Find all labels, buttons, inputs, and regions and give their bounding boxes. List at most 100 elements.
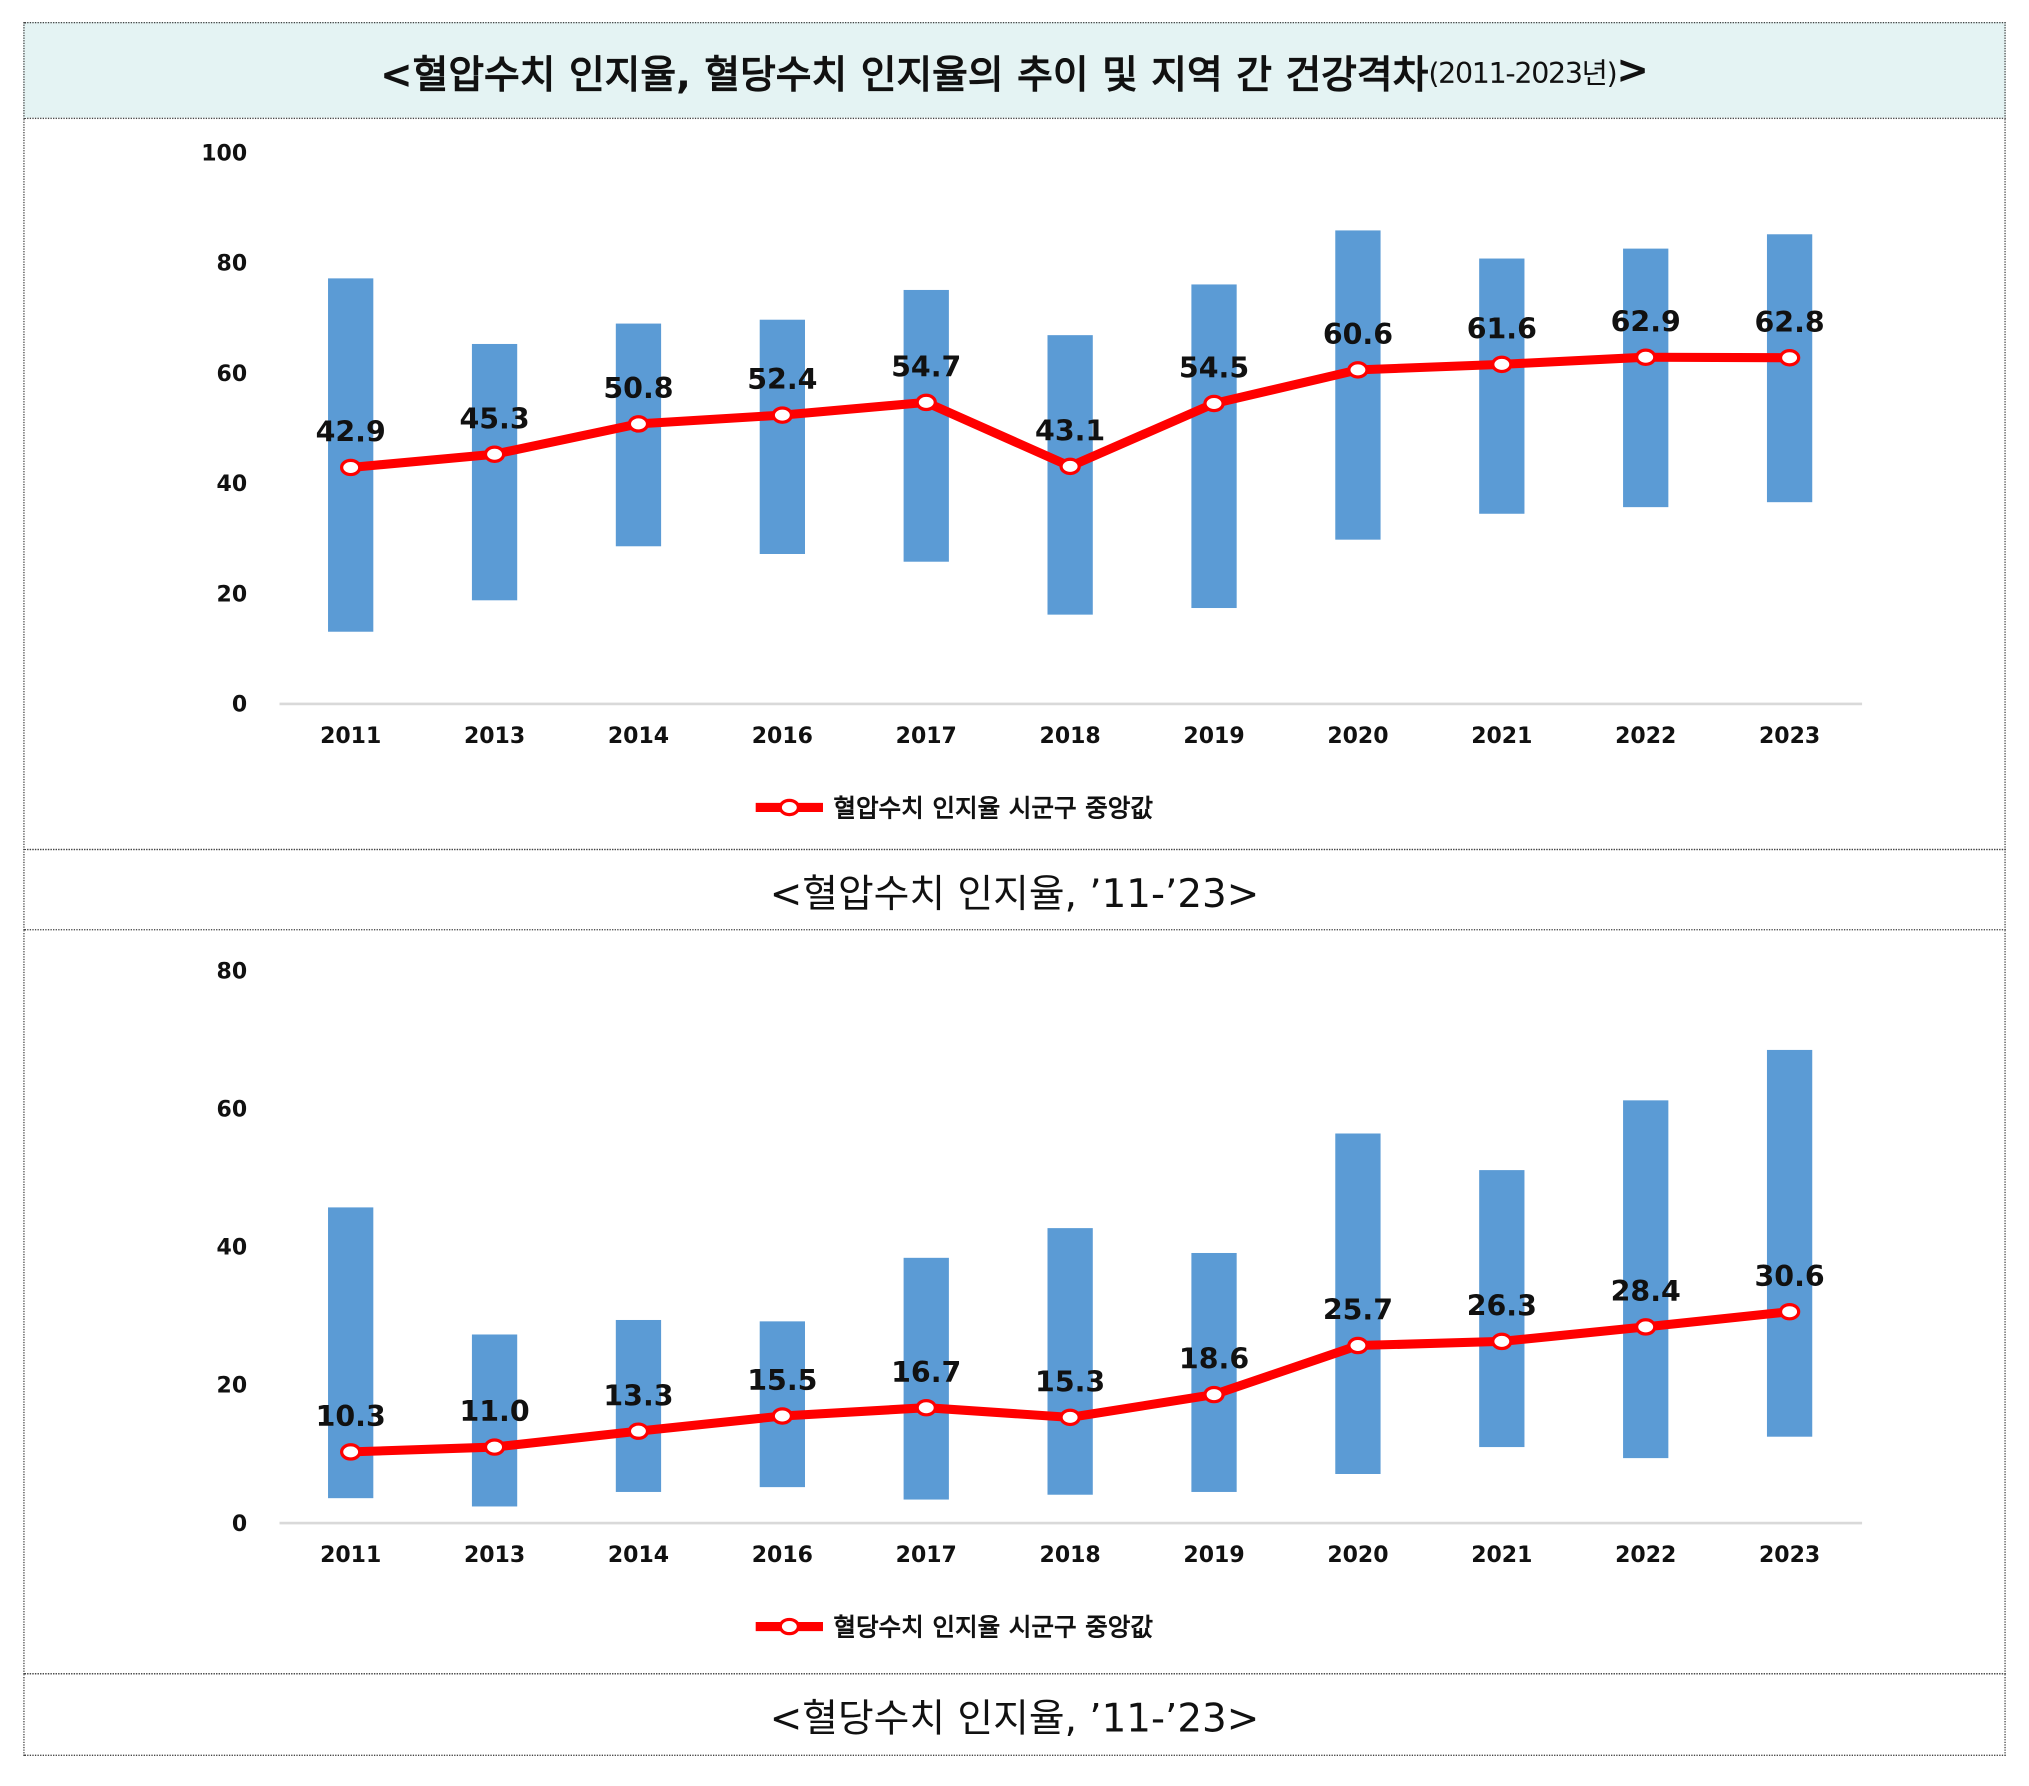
title-main: <혈압수치 인지율, 혈당수치 인지율의 추이 및 지역 간 건강격차 — [380, 52, 1429, 98]
range-bar — [903, 289, 949, 562]
x-tick-label: 2018 — [1040, 724, 1101, 749]
data-label: 28.4 — [1611, 1275, 1681, 1308]
title-close: > — [1616, 47, 1649, 94]
median-marker — [339, 1443, 362, 1461]
x-tick-label: 2013 — [464, 724, 525, 749]
range-bar — [1047, 1228, 1093, 1495]
y-tick-label: 60 — [217, 1097, 248, 1122]
y-tick-label: 0 — [232, 1512, 247, 1537]
legend-marker — [778, 1617, 801, 1636]
median-marker — [1491, 1332, 1513, 1351]
data-label: 62.8 — [1755, 306, 1825, 339]
data-label: 60.6 — [1323, 318, 1393, 351]
x-tick-label: 2021 — [1471, 724, 1532, 749]
range-bar — [1335, 1133, 1381, 1475]
median-marker — [1059, 1408, 1081, 1427]
x-tick-label: 2021 — [1471, 1543, 1532, 1568]
median-marker — [1778, 1302, 1801, 1321]
median-marker — [1059, 457, 1081, 476]
x-tick-label: 2023 — [1759, 1543, 1820, 1568]
figure-title: <혈압수치 인지율, 혈당수치 인지율의 추이 및 지역 간 건강격차 (2011… — [23, 21, 2006, 120]
range-bar — [471, 1334, 518, 1507]
range-bar — [1623, 248, 1669, 508]
median-marker — [1635, 1318, 1657, 1336]
data-label: 15.3 — [1035, 1365, 1105, 1398]
range-bar — [615, 1319, 662, 1492]
data-label: 54.7 — [891, 351, 961, 384]
data-label: 10.3 — [316, 1400, 386, 1433]
median-marker — [915, 1398, 937, 1417]
median-marker — [1347, 361, 1369, 379]
blood-sugar-chart: 0 20 40 60 80 2011 2013 2014 2016 2017 2018 2019 202… — [23, 929, 2006, 1675]
median-marker — [627, 1422, 650, 1440]
median-marker — [1203, 394, 1225, 413]
median-marker — [483, 445, 506, 463]
range-bar — [1335, 230, 1381, 540]
data-label: 61.6 — [1467, 312, 1537, 345]
median-marker — [1347, 1336, 1369, 1355]
y-tick-label: 20 — [217, 1374, 248, 1399]
legend-label: 혈압수치 인지율 시군구 중앙값 — [833, 794, 1153, 823]
x-tick-label: 2013 — [464, 1543, 525, 1568]
data-label: 18.6 — [1179, 1343, 1249, 1376]
median-marker — [483, 1438, 506, 1456]
range-bar — [759, 1321, 805, 1488]
x-tick-label: 2022 — [1615, 724, 1676, 749]
data-label: 54.5 — [1179, 352, 1249, 385]
blood-sugar-caption: <혈당수치 인지율, ’11-’23> — [23, 1673, 2006, 1756]
x-tick-label: 2014 — [608, 1543, 669, 1568]
blood-sugar-chart-svg: 0 20 40 60 80 2011 2013 2014 2016 2017 2018 2019 202… — [217, 959, 1863, 1642]
x-tick-label: 2016 — [752, 724, 813, 749]
median-marker — [915, 393, 937, 412]
x-tick-label: 2023 — [1759, 724, 1820, 749]
y-tick-label: 80 — [217, 252, 248, 277]
range-bar — [615, 323, 662, 547]
median-marker — [771, 406, 794, 424]
data-label: 30.6 — [1755, 1260, 1825, 1293]
title-years: (2011-2023년) — [1428, 57, 1617, 90]
x-tick-label: 2016 — [752, 1543, 813, 1568]
y-tick-label: 80 — [217, 959, 248, 984]
data-label: 13.3 — [603, 1379, 673, 1412]
median-marker — [1635, 348, 1657, 366]
x-tick-label: 2017 — [896, 1543, 957, 1568]
median-marker — [339, 458, 362, 477]
data-label: 26.3 — [1467, 1290, 1537, 1323]
range-bar — [759, 319, 805, 554]
data-label: 43.1 — [1035, 414, 1105, 447]
y-tick-label: 60 — [217, 362, 248, 387]
data-label: 45.3 — [459, 402, 529, 435]
x-tick-label: 2020 — [1327, 724, 1388, 749]
y-tick-label: 0 — [232, 693, 247, 718]
data-label: 25.7 — [1323, 1294, 1393, 1327]
data-label: 42.9 — [316, 416, 386, 449]
data-label: 11.0 — [459, 1395, 529, 1428]
y-tick-label: 40 — [217, 1236, 248, 1261]
blood-pressure-chart-svg: 0 20 40 60 80 100 2011 2013 2014 2016 2017 2018 2019… — [201, 141, 1863, 823]
median-marker — [1203, 1385, 1225, 1404]
x-tick-label: 2014 — [608, 724, 669, 749]
data-label: 50.8 — [603, 372, 673, 405]
median-marker — [1778, 349, 1801, 367]
x-tick-label: 2011 — [320, 1543, 381, 1568]
blood-pressure-chart: 0 20 40 60 80 100 2011 2013 2014 2016 2017 2018 2019… — [23, 117, 2006, 851]
range-bar — [1479, 1170, 1525, 1448]
data-label: 15.5 — [747, 1364, 817, 1397]
range-bar — [1479, 258, 1525, 514]
x-tick-label: 2018 — [1040, 1543, 1101, 1568]
range-bar — [1766, 1049, 1813, 1437]
range-bar — [471, 343, 518, 601]
data-label: 52.4 — [747, 363, 817, 396]
data-label: 62.9 — [1611, 305, 1681, 338]
median-marker — [627, 415, 650, 433]
median-marker — [1491, 355, 1513, 374]
range-bar — [903, 1257, 949, 1500]
range-bar — [1766, 234, 1813, 503]
y-tick-label: 20 — [217, 582, 248, 607]
legend-label: 혈당수치 인지율 시군구 중앙값 — [833, 1613, 1153, 1642]
median-marker — [771, 1407, 794, 1425]
range-bar — [1191, 284, 1237, 609]
x-tick-label: 2019 — [1183, 1543, 1244, 1568]
x-tick-label: 2022 — [1615, 1543, 1676, 1568]
